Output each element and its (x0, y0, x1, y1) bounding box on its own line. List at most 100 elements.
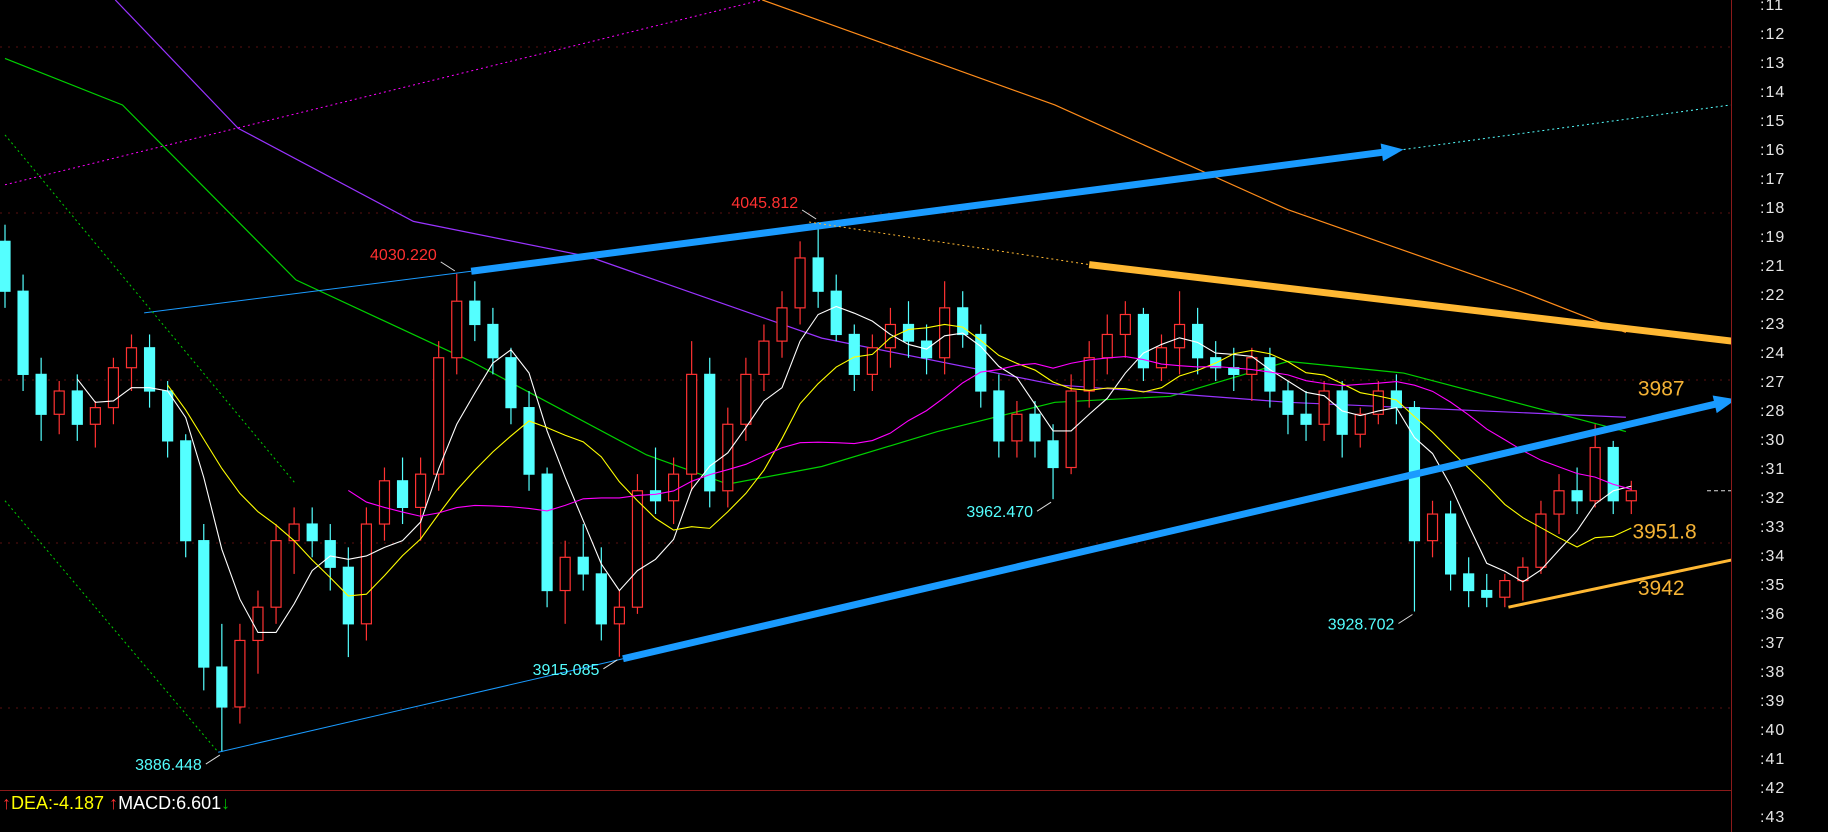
price-axis-label: :42 (1760, 780, 1786, 797)
up-candle (125, 347, 138, 369)
up-candle (758, 340, 770, 375)
down-candle (1047, 440, 1059, 469)
price-axis-label: :19 (1760, 229, 1786, 246)
up-candle (776, 307, 788, 342)
up-candle (667, 473, 680, 502)
price-annotation: 3886.448 (135, 757, 202, 774)
up-candle (939, 307, 951, 359)
annotation-pointer (1398, 614, 1413, 624)
down-candle (469, 300, 481, 326)
price-axis-label: :17 (1760, 171, 1786, 188)
annotation-pointer (801, 209, 817, 220)
macd-value: MACD:6.601 (118, 793, 222, 813)
annotation-pointer (205, 754, 221, 765)
arrow-head-icon (1380, 143, 1404, 162)
up-candle (631, 490, 644, 608)
down-candle (17, 290, 29, 375)
target-price-label: 3951.8 (1632, 521, 1696, 544)
down-candle (993, 390, 1005, 442)
up-candle (270, 540, 282, 608)
up-candle (1553, 490, 1565, 515)
up-candle (1119, 313, 1131, 336)
up-candle (1065, 390, 1077, 469)
target-price-label: 3942 (1638, 577, 1685, 600)
price-axis-label: :11 (1760, 0, 1785, 14)
up-candle (686, 373, 698, 475)
annotation-pointer (440, 261, 456, 272)
up-candle (559, 556, 571, 592)
up-candle (360, 523, 372, 625)
up-candle (794, 257, 806, 309)
price-axis-label: :15 (1760, 113, 1786, 130)
price-axis-label: :39 (1760, 693, 1786, 710)
dea-value: DEA:-4.187 (11, 793, 105, 813)
annotation-pointer (603, 659, 618, 670)
trendline (4, 134, 297, 485)
down-candle (812, 257, 824, 292)
down-candle (848, 333, 860, 375)
up-candle (53, 390, 65, 415)
ma20-line (348, 356, 1632, 517)
down-candle (523, 407, 535, 475)
price-axis-label: :36 (1760, 606, 1786, 623)
down-candle (1607, 446, 1619, 502)
down-candle (487, 323, 499, 359)
price-axis-label: :41 (1760, 751, 1786, 768)
moving-average-line (114, 0, 1626, 418)
up-candle (722, 423, 734, 492)
down-candle (1336, 390, 1348, 435)
price-axis-label: :13 (1760, 55, 1786, 72)
up-candle (1173, 323, 1186, 349)
price-axis-label: :21 (1760, 258, 1786, 275)
down-candle (1300, 413, 1312, 425)
down-candle (162, 390, 174, 442)
down-candle (975, 333, 987, 392)
up-candle (89, 407, 101, 425)
trendline (1508, 558, 1731, 609)
trendline (144, 270, 472, 314)
up-candle (1155, 347, 1168, 369)
up-candle (866, 347, 878, 375)
macd-legend: ↑DEA:-4.187 ↑MACD:6.601↓ (2, 793, 230, 814)
price-axis-label: :32 (1760, 490, 1786, 507)
price-annotation: 4030.220 (370, 247, 437, 264)
up-candle (234, 639, 246, 708)
down-candle (216, 666, 228, 708)
up-candle (1083, 357, 1095, 392)
panel-divider (0, 790, 1731, 791)
trendline (470, 148, 1387, 275)
trendline (1088, 261, 1731, 345)
up-candle (740, 373, 752, 425)
price-axis-label: :16 (1760, 142, 1786, 159)
up-candle (613, 606, 625, 625)
up-candle (884, 323, 897, 349)
down-candle (1029, 413, 1041, 442)
up-candle (1535, 513, 1547, 568)
down-candle (830, 290, 842, 336)
price-axis-label: :43 (1760, 809, 1786, 826)
down-candle (1463, 573, 1475, 592)
down-candle (595, 573, 607, 625)
down-candle (1137, 313, 1150, 369)
down-candle (71, 390, 83, 425)
price-axis-label: :14 (1760, 84, 1786, 101)
price-axis-label: :34 (1760, 548, 1786, 565)
up-candle (1318, 390, 1330, 425)
down-candle (180, 440, 192, 542)
down-candle (957, 307, 969, 336)
down-candle (35, 373, 47, 415)
up-candle (1246, 357, 1258, 375)
candlestick-chart[interactable]: 4045.812 4030.220 3962.470 3915.085 3928.702… (0, 0, 1731, 790)
price-annotation: 4045.812 (731, 195, 798, 212)
price-annotation: 3962.470 (966, 504, 1033, 521)
price-annotation: 3928.702 (1328, 617, 1395, 634)
down-candle (198, 540, 210, 668)
ma10-line (167, 323, 1632, 597)
down-candle (0, 240, 11, 292)
price-axis-label: :23 (1760, 316, 1786, 333)
price-axis-label: :30 (1760, 432, 1786, 449)
down-candle (505, 357, 517, 409)
up-candle (433, 357, 445, 475)
down-candle (649, 490, 662, 502)
down-candle (541, 473, 553, 592)
